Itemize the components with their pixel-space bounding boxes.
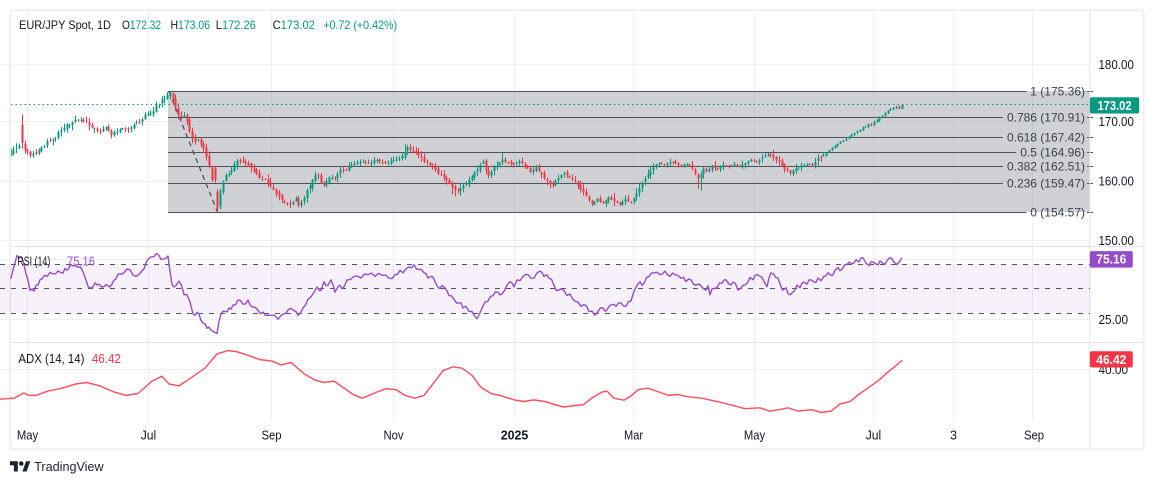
svg-text:TradingView: TradingView (34, 459, 104, 474)
svg-text:May: May (744, 429, 766, 443)
svg-text:2025: 2025 (501, 429, 529, 443)
svg-text:Jul: Jul (141, 429, 157, 443)
svg-text:EUR/JPY Spot, 1D: EUR/JPY Spot, 1D (19, 18, 111, 32)
svg-text:Mar: Mar (624, 429, 643, 443)
svg-text:RSI (14): RSI (14) (17, 255, 50, 269)
svg-text:160.00: 160.00 (1099, 175, 1134, 189)
svg-text:O172.32: O172.32 (122, 18, 161, 32)
svg-text:Sep: Sep (1024, 429, 1044, 443)
svg-text:0.786 (170.91): 0.786 (170.91) (1007, 111, 1085, 125)
svg-text:0.236 (159.47): 0.236 (159.47) (1007, 177, 1085, 191)
svg-text:150.00: 150.00 (1099, 234, 1134, 248)
svg-text:ADX (14, 14): ADX (14, 14) (18, 352, 84, 366)
svg-text:180.00: 180.00 (1099, 58, 1134, 72)
svg-text:46.42: 46.42 (92, 352, 121, 366)
svg-text:170.00: 170.00 (1099, 115, 1134, 129)
svg-text:0.5 (164.96): 0.5 (164.96) (1020, 146, 1085, 160)
svg-text:25.00: 25.00 (1099, 313, 1129, 327)
svg-text:H173.06: H173.06 (171, 18, 211, 32)
svg-text:3: 3 (950, 429, 957, 443)
svg-text:75.16: 75.16 (1096, 253, 1126, 267)
svg-text:L172.26: L172.26 (216, 18, 256, 32)
svg-text:0.382 (162.51): 0.382 (162.51) (1007, 160, 1085, 174)
svg-text:1 (175.36): 1 (175.36) (1030, 85, 1085, 99)
svg-text:173.02: 173.02 (1098, 99, 1132, 113)
svg-text:0 (154.57): 0 (154.57) (1030, 206, 1085, 220)
svg-text:Nov: Nov (383, 429, 404, 443)
svg-text:Jul: Jul (866, 429, 882, 443)
svg-text:+0.72 (+0.42%): +0.72 (+0.42%) (323, 18, 397, 32)
svg-text:0.618 (167.42): 0.618 (167.42) (1007, 131, 1085, 145)
svg-text:75.16: 75.16 (67, 255, 95, 269)
svg-text:46.42: 46.42 (1096, 353, 1126, 367)
svg-text:Sep: Sep (261, 429, 281, 443)
svg-text:May: May (17, 429, 39, 443)
svg-text:C173.02: C173.02 (273, 18, 316, 32)
